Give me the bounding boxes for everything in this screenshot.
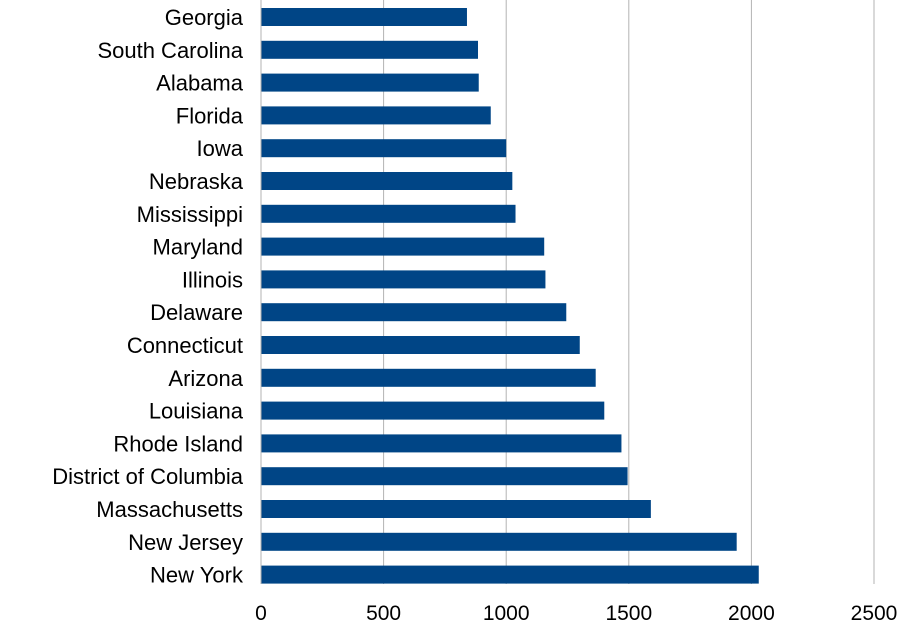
category-label: South Carolina bbox=[97, 38, 243, 63]
category-label: Florida bbox=[176, 103, 244, 128]
x-tick-label: 500 bbox=[366, 602, 401, 625]
x-tick-label: 1000 bbox=[483, 602, 530, 625]
bar-illinois bbox=[261, 270, 546, 289]
bar-iowa bbox=[261, 139, 507, 158]
category-label: Iowa bbox=[197, 136, 244, 161]
x-tick-labels: 0 500 1000 1500 2000 2500 bbox=[255, 602, 897, 625]
category-label: Connecticut bbox=[127, 333, 243, 358]
category-label: Mississippi bbox=[137, 202, 243, 227]
category-label: Arizona bbox=[168, 366, 243, 391]
bar-new-york bbox=[261, 565, 759, 584]
category-label: New York bbox=[150, 563, 244, 588]
x-tick-label: 2000 bbox=[728, 602, 775, 625]
category-label: New Jersey bbox=[128, 530, 243, 555]
bar-south-carolina bbox=[261, 40, 479, 59]
category-label: Maryland bbox=[153, 235, 243, 260]
category-label: Georgia bbox=[165, 5, 244, 30]
bar-delaware bbox=[261, 303, 567, 322]
bar-district-of-columbia bbox=[261, 467, 628, 486]
bars-group bbox=[261, 8, 759, 584]
category-labels: Georgia South Carolina Alabama Florida Iowa N… bbox=[52, 5, 244, 588]
category-label: Alabama bbox=[156, 71, 244, 96]
bar-massachusetts bbox=[261, 500, 651, 518]
bar-florida bbox=[261, 106, 491, 125]
bar-new-jersey bbox=[261, 532, 737, 551]
bar-alabama bbox=[261, 73, 479, 92]
bar-louisiana bbox=[261, 401, 605, 420]
x-tick-label: 2500 bbox=[851, 602, 898, 625]
bar-mississippi bbox=[261, 204, 516, 223]
bar-rhode-island bbox=[261, 434, 622, 453]
bar-georgia bbox=[261, 8, 467, 26]
category-label: Massachusetts bbox=[96, 497, 243, 522]
grid-lines bbox=[383, 0, 875, 584]
category-label: District of Columbia bbox=[52, 464, 243, 489]
x-tick-label: 1500 bbox=[605, 602, 652, 625]
category-label: Nebraska bbox=[149, 169, 244, 194]
bar-arizona bbox=[261, 368, 596, 387]
x-tick-label: 0 bbox=[255, 602, 267, 625]
bar-connecticut bbox=[261, 336, 580, 354]
category-label: Delaware bbox=[150, 300, 243, 325]
category-label: Illinois bbox=[182, 267, 243, 292]
bar-maryland bbox=[261, 237, 545, 256]
bar-nebraska bbox=[261, 172, 513, 190]
category-label: Louisiana bbox=[149, 399, 244, 424]
category-label: Rhode Island bbox=[113, 431, 243, 456]
